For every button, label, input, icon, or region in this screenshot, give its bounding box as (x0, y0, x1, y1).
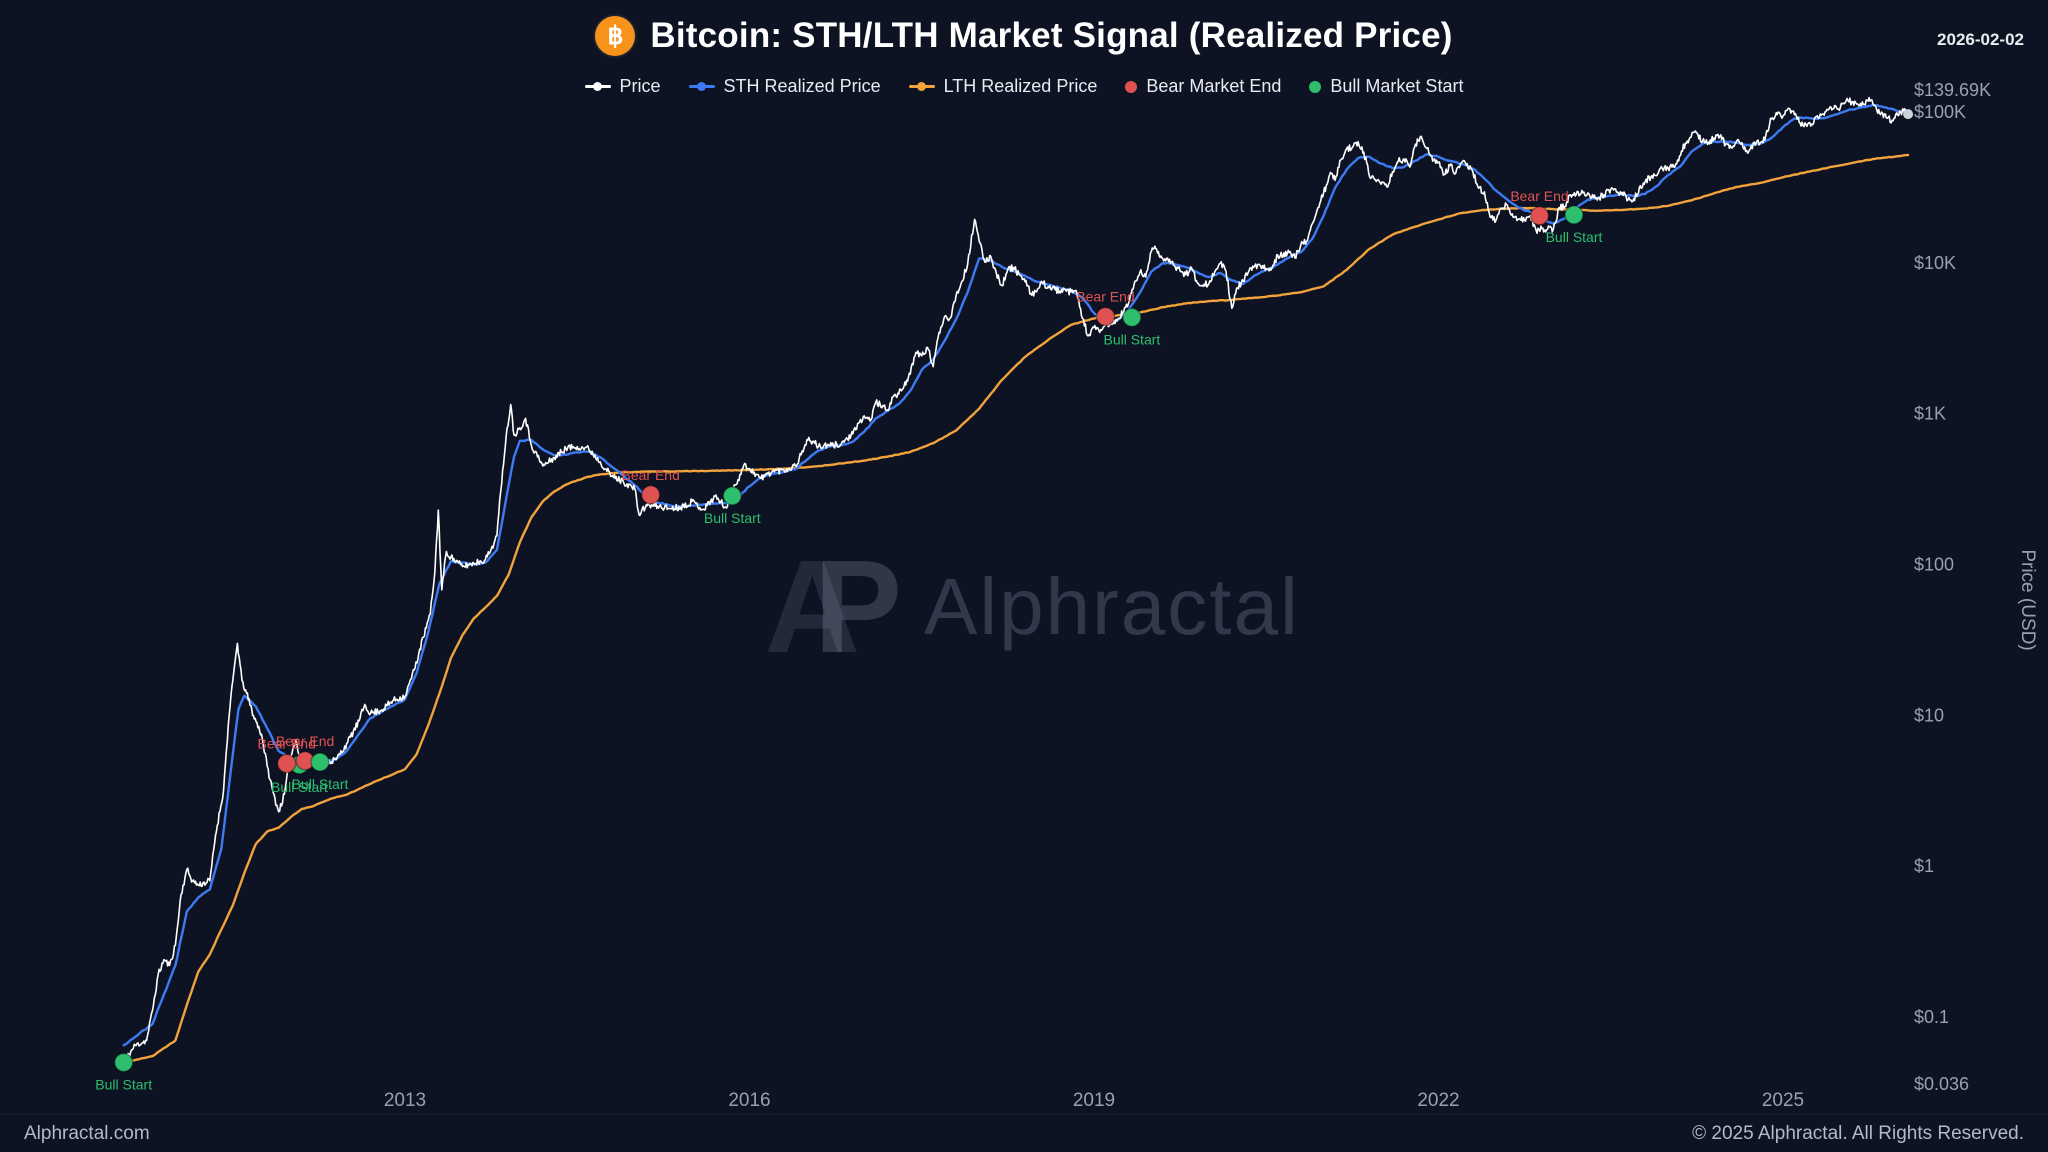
legend-item-price[interactable]: Price (584, 76, 661, 97)
latest-price-dot (1903, 109, 1914, 120)
bear-market-end-marker[interactable] (1095, 306, 1116, 327)
y-axis-tick-label: $1K (1914, 404, 1946, 424)
bear-market-end-label: Bear End (258, 736, 316, 752)
bull-market-start-label: Bull Start (704, 510, 761, 526)
legend: Price STH Realized Price LTH Realized Pric… (0, 76, 2048, 97)
bear-market-end-label: Bear End (622, 467, 680, 483)
chart-title-row: ฿ Bitcoin: STH/LTH Market Signal (Realiz… (0, 16, 2048, 56)
x-axis-tick-label: 2013 (384, 1090, 426, 1111)
y-axis-tick-label: $1 (1914, 856, 1934, 876)
bull-market-start-label: Bull Start (1103, 331, 1160, 347)
bull-market-start-label: Bull Start (271, 779, 328, 795)
legend-item-lth-realized-price[interactable]: LTH Realized Price (908, 76, 1098, 97)
bitcoin-icon: ฿ (595, 16, 636, 56)
sth-realized-price-line (122, 103, 1910, 1047)
y-axis-tick-label: $139.69K (1914, 80, 1991, 100)
footer-copyright: © 2025 Alphractal. All Rights Reserved. (1692, 1122, 2024, 1144)
bull-market-start-marker[interactable] (310, 752, 330, 772)
bull-market-start-dot-swatch-icon (1309, 80, 1322, 93)
bear-market-end-marker[interactable] (1529, 206, 1550, 226)
y-axis-tick-label: $0.1 (1914, 1007, 1949, 1027)
legend-item-bull-market-start[interactable]: Bull Market Start (1309, 76, 1463, 97)
chart-date: 2026-02-02 (1937, 30, 2024, 49)
legend-label: STH Realized Price (723, 76, 881, 96)
legend-label: LTH Realized Price (943, 76, 1098, 96)
legend-label: Bear Market End (1146, 76, 1282, 96)
x-axis-tick-label: 2016 (728, 1090, 770, 1111)
bitcoin-glyph: ฿ (607, 22, 624, 50)
x-axis-tick-label: 2022 (1417, 1090, 1459, 1111)
bear-market-end-label: Bear End (276, 733, 334, 749)
bull-market-start-label: Bull Start (292, 776, 349, 792)
y-axis-tick-label: $0.036 (1914, 1074, 1969, 1094)
bear-market-end-marker[interactable] (640, 485, 661, 505)
bull-market-start-marker[interactable] (1122, 307, 1142, 328)
bull-market-start-label: Bull Start (95, 1077, 152, 1093)
bull-market-start-marker[interactable] (722, 486, 743, 506)
bull-market-start-label: Bull Start (1546, 229, 1603, 245)
price-line (122, 96, 1909, 1064)
y-axis-title: Price (USD) (2017, 549, 2038, 651)
lth-realized-price-line-swatch-icon (908, 81, 935, 92)
chart-title: Bitcoin: STH/LTH Market Signal (Realized… (650, 16, 1453, 55)
bear-market-end-marker[interactable] (276, 753, 297, 774)
legend-label: Price (619, 76, 661, 96)
sth-realized-price-line-swatch-icon (688, 81, 715, 92)
legend-item-sth-realized-price[interactable]: STH Realized Price (688, 76, 881, 97)
bear-market-end-label: Bear End (1076, 289, 1134, 305)
bear-market-end-dot-swatch-icon (1125, 80, 1138, 93)
footer-site-link[interactable]: Alphractal.com (24, 1122, 150, 1144)
legend-label: Bull Market Start (1330, 76, 1464, 96)
footer: Alphractal.com © 2025 Alphractal. All Ri… (0, 1114, 2048, 1152)
x-axis-tick-label: 2025 (1762, 1090, 1804, 1111)
bull-market-start-marker[interactable] (1564, 205, 1584, 225)
legend-item-bear-market-end[interactable]: Bear Market End (1125, 76, 1281, 97)
price-line-swatch-icon (584, 81, 611, 92)
bull-market-start-marker[interactable] (113, 1052, 134, 1073)
x-axis-tick-label: 2019 (1073, 1090, 1115, 1111)
y-axis-tick-label: $100K (1914, 102, 1966, 122)
y-axis-tick-label: $10 (1914, 705, 1944, 725)
lth-realized-price-line (122, 153, 1910, 1064)
y-axis-tick-label: $10K (1914, 253, 1956, 273)
y-axis-tick-label: $100 (1914, 555, 1954, 575)
bear-market-end-label: Bear End (1510, 188, 1568, 204)
